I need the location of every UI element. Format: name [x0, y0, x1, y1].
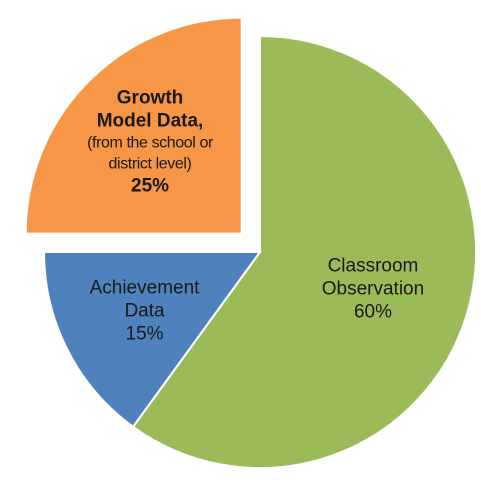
slice-label: Growth Model Data, (from the school or di…	[87, 87, 213, 198]
category-note: (from the school or district level)	[87, 134, 213, 173]
slice-label: Achievement Data 15%	[80, 276, 210, 345]
pie-slice	[24, 16, 243, 235]
pie-slice	[131, 34, 477, 469]
value-label: 60%	[353, 301, 392, 323]
slice-label: Classroom Observation 60%	[298, 254, 448, 323]
pie-slice	[42, 251, 262, 429]
value-label: 15%	[125, 323, 164, 345]
category-label: Classroom Observation	[321, 255, 425, 300]
category-label: Growth Model Data,	[96, 87, 204, 132]
category-label: Achievement Data	[89, 277, 200, 322]
value-label: 25%	[131, 175, 170, 197]
